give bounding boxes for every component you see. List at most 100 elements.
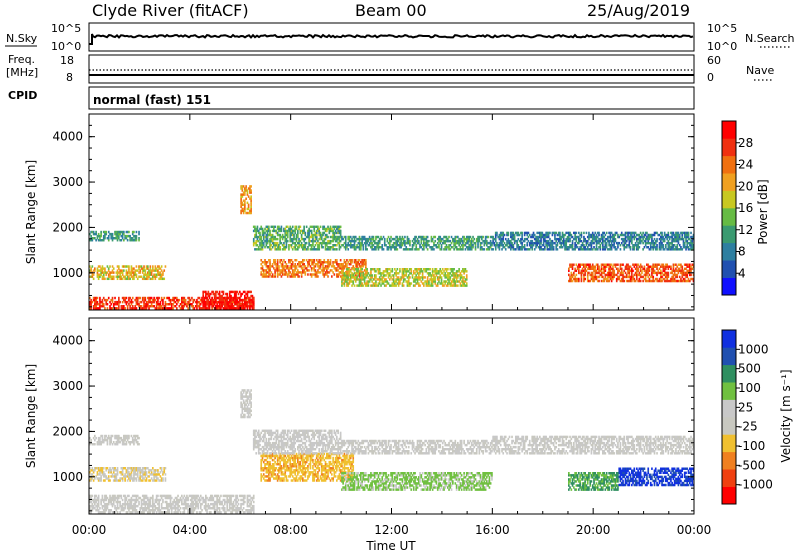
heatmap-cell [290,229,293,233]
heatmap-cell [576,267,579,271]
heatmap-cell [622,279,624,283]
heatmap-cell [114,303,116,306]
heatmap-cell [281,237,284,241]
heatmap-cell [414,237,416,241]
heatmap-cell [261,239,264,243]
heatmap-cell [360,244,362,247]
heatmap-cell [154,307,157,310]
heatmap-cell [366,237,368,241]
heatmap-cell [622,237,624,241]
heatmap-cell [112,305,115,308]
heatmap-cell [298,263,300,266]
heatmap-cell [438,239,440,243]
heatmap-cell [559,246,561,249]
heatmap-cell [94,307,96,310]
heatmap-cell [251,305,254,308]
heatmap-cell [568,273,570,277]
heatmap-cell [593,279,595,283]
heatmap-cell [90,267,92,270]
heatmap-cell [159,303,162,306]
heatmap-cell [360,261,362,264]
heatmap-cell [94,305,96,308]
heatmap-cell [157,298,159,302]
heatmap-cell [516,231,518,235]
heatmap-cell [105,273,108,276]
heatmap-cell [653,269,656,273]
heatmap-cell [354,268,357,271]
heatmap-cell [121,443,124,446]
heatmap-cell [246,303,249,306]
heatmap-cell [436,282,439,285]
heatmap-cell [110,298,113,302]
heatmap-cell [628,271,631,275]
heatmap-cell [298,239,300,243]
heatmap-cell [661,233,663,237]
colorbar-segment [722,121,736,139]
heatmap-cell [619,273,622,277]
heatmap-cell [99,436,101,440]
heatmap-cell [392,241,395,245]
heatmap-cell [237,305,240,308]
heatmap-cell [275,269,278,272]
heatmap-cell [107,237,110,240]
heatmap-cell [92,436,95,440]
heatmap-cell [426,284,429,287]
heatmap-cell [550,248,552,251]
heatmap-cell [406,248,409,251]
heatmap-cell [291,229,294,233]
heatmap-cell [346,265,348,268]
heatmap-cell [460,237,463,241]
heatmap-cell [378,270,381,273]
heatmap-cell [124,436,126,440]
heatmap-cell [394,268,396,271]
heatmap-cell [111,271,114,274]
heatmap-cell [391,284,394,287]
heatmap-cell [269,259,271,262]
heatmap-cell [450,280,453,283]
heatmap-cell [273,244,275,247]
heatmap-cell [285,231,288,235]
heatmap-cell [338,239,341,243]
heatmap-cell [612,277,614,281]
heatmap-cell [133,273,135,276]
heatmap-cell [131,300,134,304]
heatmap-cell [339,231,342,235]
heatmap-cell [290,267,293,270]
heatmap-cell [310,231,313,235]
heatmap-cell [478,239,481,243]
heatmap-cell [658,267,661,271]
heatmap-cell [625,273,628,277]
heatmap-cell [286,239,289,243]
heatmap-cell [528,233,531,237]
heatmap-cell [128,271,130,274]
heatmap-cell [612,271,614,275]
heatmap-cell [627,263,629,266]
heatmap-cell [312,225,314,229]
heatmap-cell [613,237,615,241]
heatmap-cell [144,269,147,272]
heatmap-cell [256,229,259,233]
heatmap-cell [501,231,503,235]
heatmap-cell [377,278,380,281]
heatmap-cell [531,235,534,239]
heatmap-cell [188,296,191,300]
heatmap-cell [97,234,100,238]
heatmap-cell [562,244,565,247]
heatmap-cell [129,296,131,300]
heatmap-cell [131,436,134,440]
heatmap-cell [603,239,605,243]
heatmap-cell [324,237,327,241]
heatmap-cell [295,239,298,243]
heatmap-cell [386,237,389,241]
heatmap-cell [517,248,520,251]
heatmap-cell [449,248,452,251]
heatmap-cell [522,239,525,243]
heatmap-cell [622,271,624,275]
heatmap-cell [290,244,293,247]
heatmap-cell [230,305,232,308]
heatmap-cell [542,237,545,241]
heatmap-cell [90,477,92,480]
heatmap-cell [672,263,675,266]
nave-tick-top: 60 [707,54,721,67]
heatmap-cell [112,479,115,482]
